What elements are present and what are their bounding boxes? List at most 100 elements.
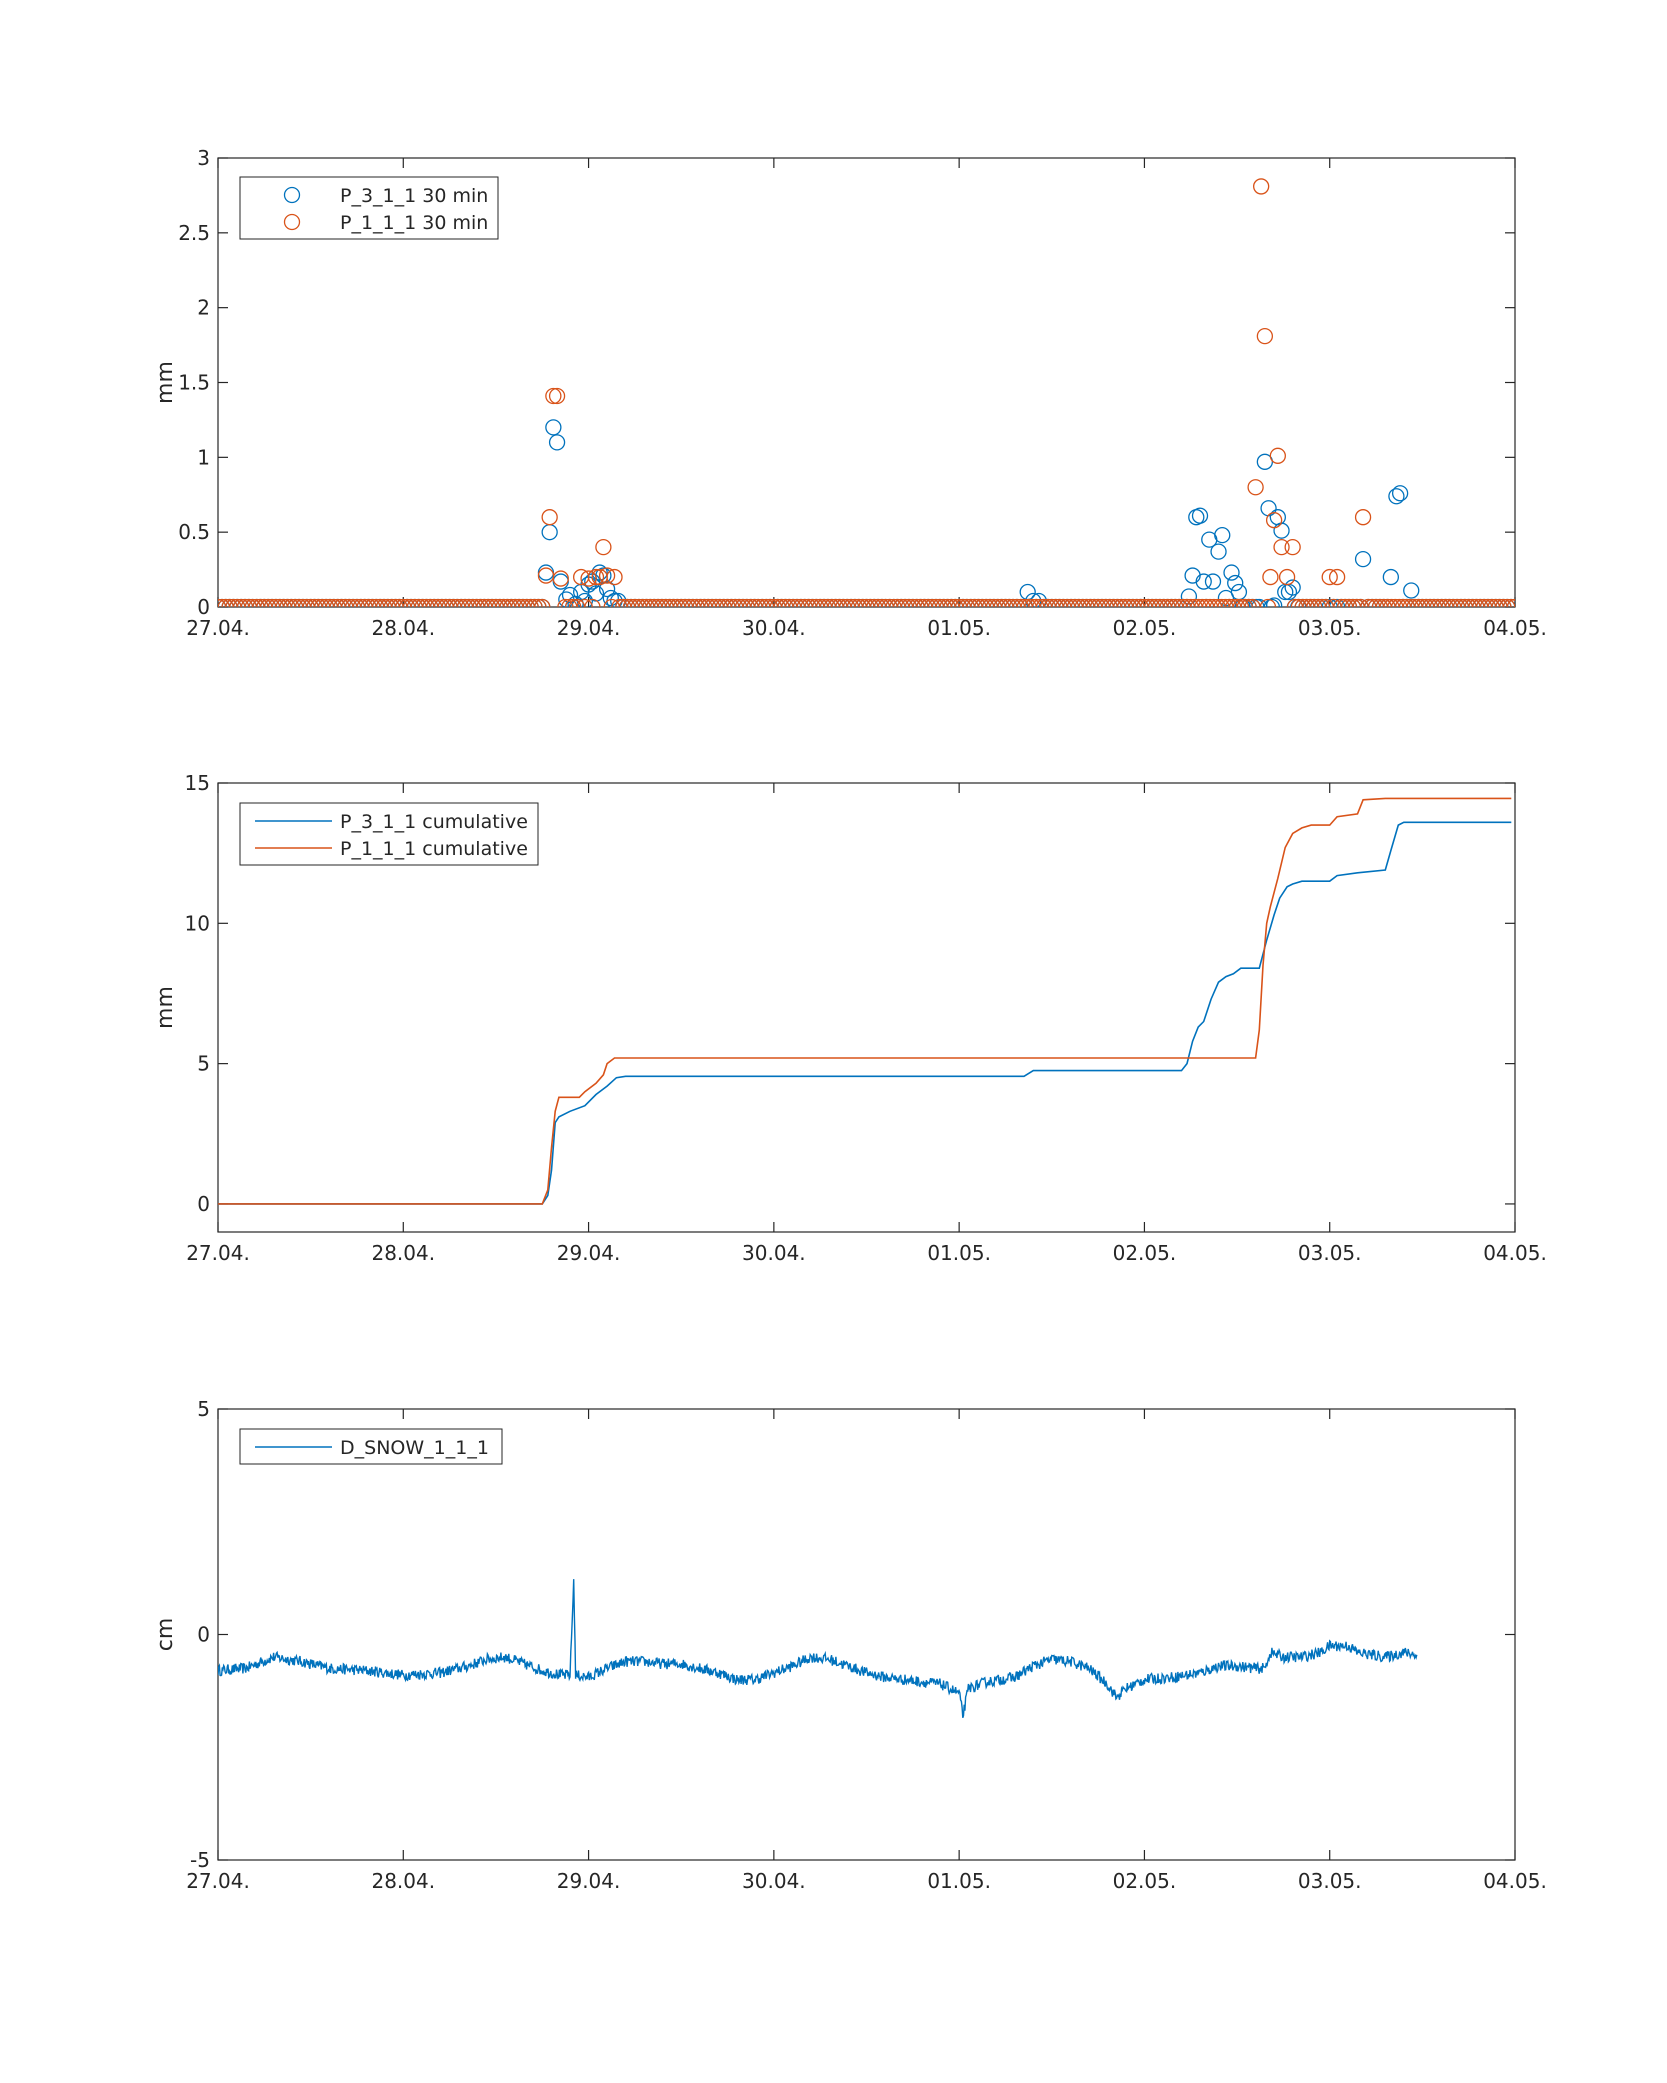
data-point — [1086, 598, 1103, 607]
data-point — [1078, 598, 1095, 607]
data-point — [1328, 568, 1346, 586]
data-point — [1284, 538, 1301, 556]
data-point — [835, 598, 852, 607]
data-point — [754, 598, 771, 607]
data-point — [1425, 598, 1443, 607]
series-2-markers — [218, 178, 1515, 607]
data-point — [1016, 598, 1033, 607]
data-point — [1043, 598, 1060, 607]
data-point — [302, 598, 319, 607]
data-point — [1429, 598, 1446, 607]
data-point — [978, 598, 995, 607]
data-point — [602, 589, 619, 607]
data-point — [248, 598, 265, 607]
data-point — [1167, 598, 1184, 607]
legend-label: P_3_1_1 30 min — [340, 185, 488, 207]
data-point — [1502, 598, 1515, 607]
data-point — [788, 598, 806, 607]
data-point — [1317, 598, 1335, 607]
data-point — [433, 598, 451, 607]
data-point — [552, 570, 569, 587]
data-point — [688, 598, 705, 607]
data-point — [723, 598, 740, 607]
data-point — [1008, 598, 1026, 607]
chart-panel-3: 27.04. 28.04. 29.04. 30.04. 01.05. 02.05. 03.0… — [153, 1397, 1547, 1893]
legend-label: P_3_1_1 cumulative — [340, 811, 528, 833]
data-point — [1244, 598, 1261, 607]
data-point — [619, 598, 636, 607]
data-point — [800, 598, 817, 607]
data-point — [1147, 598, 1165, 607]
y-tick-label: 3 — [197, 146, 210, 170]
data-point — [329, 598, 346, 607]
data-point — [1472, 598, 1489, 607]
data-point — [634, 598, 651, 607]
data-point — [561, 598, 578, 607]
legend-label: D_SNOW_1_1_1 — [340, 1437, 489, 1459]
data-point — [437, 598, 454, 607]
data-point — [364, 598, 381, 607]
data-point — [950, 598, 968, 607]
data-point — [598, 580, 616, 598]
x-tick-label: 29.04. — [557, 1869, 621, 1893]
data-point — [310, 598, 327, 607]
data-point — [904, 598, 921, 607]
data-point — [518, 598, 535, 607]
data-point — [576, 598, 593, 607]
data-point — [1371, 598, 1389, 607]
data-point — [507, 598, 524, 607]
data-point — [869, 598, 887, 607]
data-point — [734, 598, 752, 607]
data-point — [1020, 598, 1037, 607]
data-point — [831, 598, 848, 607]
data-point — [1344, 598, 1362, 607]
data-point — [487, 598, 505, 607]
data-point — [792, 598, 810, 607]
data-point — [568, 598, 586, 607]
series-1-line — [218, 821, 1512, 1205]
data-point — [889, 598, 906, 607]
data-point — [221, 598, 238, 607]
data-point — [1475, 598, 1493, 607]
data-point — [1093, 598, 1111, 607]
data-point — [290, 598, 308, 607]
data-point — [1280, 583, 1298, 601]
data-point — [1479, 598, 1497, 607]
data-point — [653, 598, 671, 607]
legend-marker — [283, 186, 301, 204]
data-point — [854, 598, 871, 607]
data-point — [1263, 598, 1280, 607]
x-tick-label: 04.05. — [1483, 1869, 1547, 1893]
data-point — [1225, 598, 1242, 607]
data-point — [1491, 598, 1508, 607]
data-point — [1253, 178, 1270, 195]
x-tick-label: 27.04. — [186, 616, 250, 640]
data-point — [279, 598, 296, 607]
data-point — [1032, 598, 1049, 607]
y-tick-label: 1.5 — [178, 371, 210, 395]
y-tick-label: 0.5 — [178, 520, 210, 544]
data-point — [1487, 598, 1504, 607]
data-point — [375, 598, 393, 607]
data-point — [804, 598, 821, 607]
data-point — [422, 598, 439, 607]
plot-area — [217, 1408, 1516, 1861]
data-point — [1230, 583, 1248, 601]
data-point — [1005, 598, 1022, 607]
data-point — [900, 598, 918, 607]
y-tick-label: 0 — [197, 1623, 210, 1647]
data-point — [1240, 598, 1257, 607]
data-point — [1414, 598, 1431, 607]
data-point — [1394, 598, 1412, 607]
data-point — [997, 598, 1014, 607]
x-tick-label: 01.05. — [927, 1241, 991, 1265]
data-point — [391, 598, 408, 607]
data-point — [464, 598, 481, 607]
data-point — [1144, 598, 1161, 607]
data-point — [1402, 598, 1419, 607]
data-point — [1278, 568, 1296, 586]
data-point — [750, 598, 767, 607]
legend-marker — [283, 213, 301, 231]
data-point — [1418, 598, 1435, 607]
data-point — [1155, 598, 1172, 607]
